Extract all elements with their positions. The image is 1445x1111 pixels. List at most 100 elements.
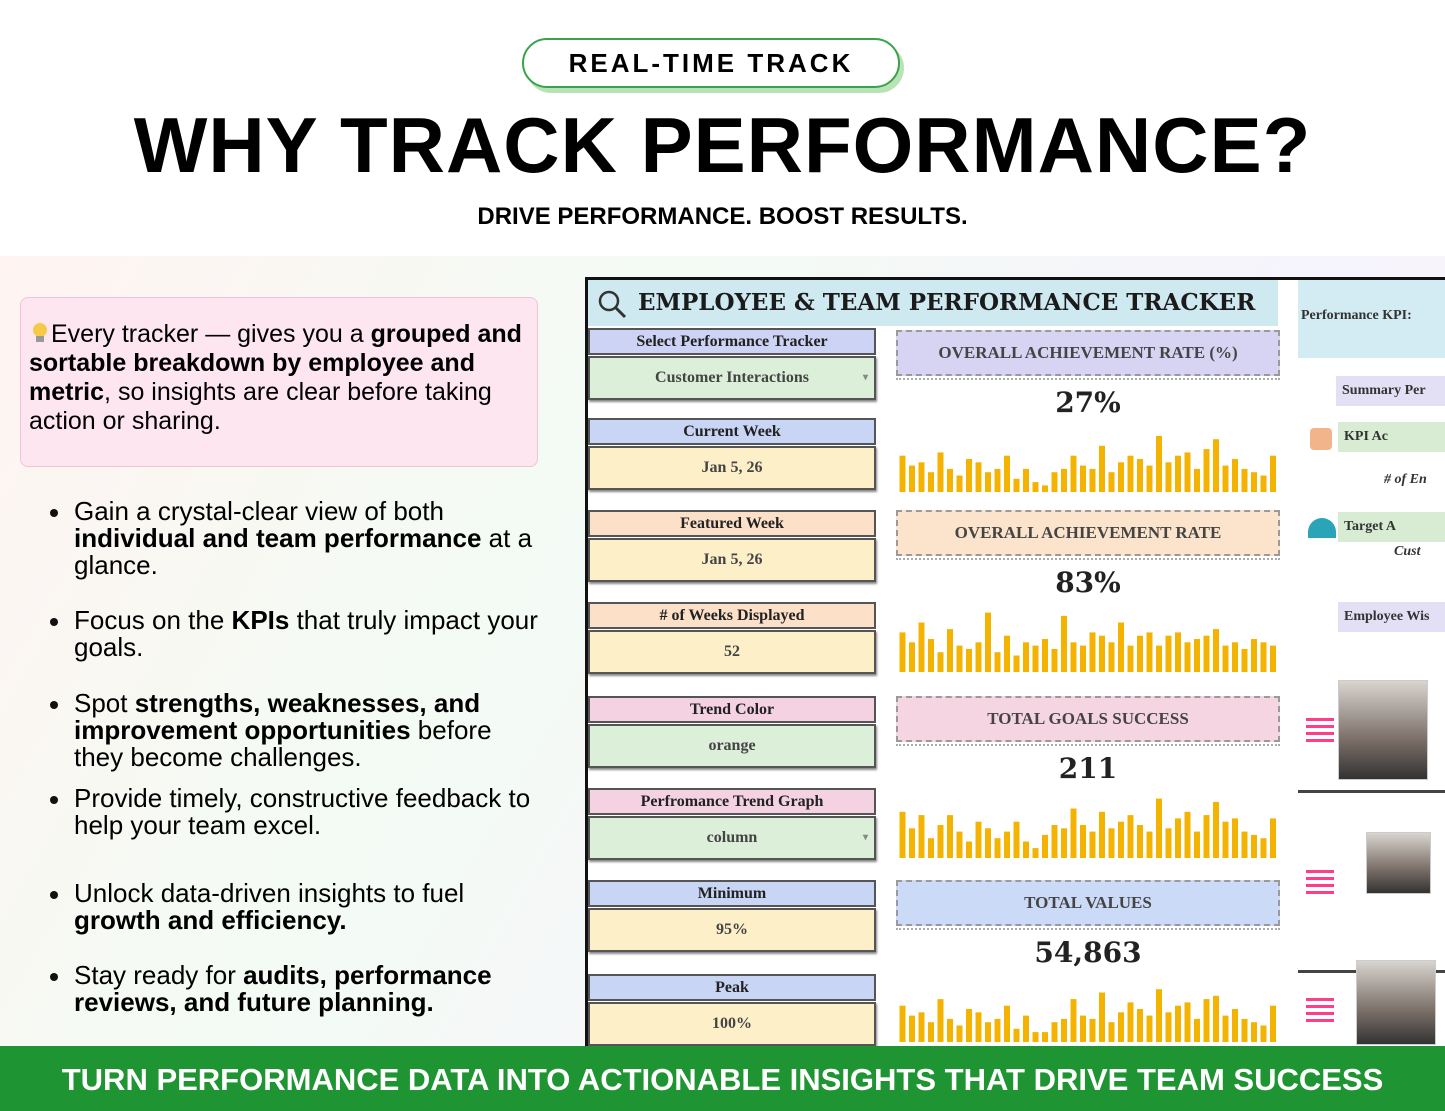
bar bbox=[1260, 475, 1267, 492]
bar bbox=[1165, 1012, 1172, 1042]
bar bbox=[1080, 1015, 1086, 1042]
bar bbox=[947, 815, 953, 858]
mini-chart bbox=[899, 989, 1276, 1042]
control-value[interactable]: Customer Interactions ▾ bbox=[588, 356, 876, 400]
text: Spot bbox=[74, 688, 135, 718]
bar bbox=[1108, 642, 1115, 672]
bar bbox=[918, 622, 925, 672]
bar bbox=[1118, 1012, 1124, 1042]
text: Stay ready for bbox=[74, 960, 244, 990]
bar bbox=[1146, 1015, 1153, 1042]
bar bbox=[899, 811, 906, 858]
bar bbox=[1061, 1018, 1067, 1042]
bar bbox=[1004, 831, 1010, 858]
bar bbox=[1222, 645, 1229, 672]
bar bbox=[1260, 838, 1267, 858]
bullet-item: Focus on the KPIs that truly impact your… bbox=[50, 607, 540, 661]
bar bbox=[1061, 828, 1067, 858]
bar bbox=[1042, 639, 1048, 672]
bar bbox=[1013, 478, 1020, 492]
card-header: TOTAL VALUES bbox=[896, 880, 1280, 926]
bar bbox=[1023, 468, 1029, 492]
bar bbox=[1099, 445, 1105, 492]
bar bbox=[909, 642, 915, 672]
bar bbox=[1042, 485, 1048, 492]
bullet-item: Spot strengths, weaknesses, and improvem… bbox=[50, 690, 540, 771]
bar bbox=[1127, 645, 1134, 672]
control-label: Select Performance Tracker bbox=[588, 328, 876, 355]
text: Unlock data-driven insights to fuel bbox=[74, 878, 465, 908]
bar bbox=[1156, 798, 1162, 858]
control-value: 100% bbox=[588, 1002, 876, 1046]
bar bbox=[994, 468, 1001, 492]
bar bbox=[1089, 632, 1096, 672]
bar bbox=[1013, 821, 1020, 858]
divider bbox=[1298, 790, 1445, 793]
bar bbox=[1042, 1032, 1048, 1042]
bar bbox=[1004, 1005, 1010, 1042]
bar bbox=[909, 828, 915, 858]
bar bbox=[1175, 818, 1181, 858]
text: at a glance. bbox=[74, 523, 533, 580]
bar bbox=[1156, 435, 1162, 492]
footer: TURN PERFORMANCE DATA INTO ACTIONABLE IN… bbox=[0, 1046, 1445, 1111]
bar bbox=[899, 1005, 906, 1042]
card-divider bbox=[896, 928, 1280, 930]
bar bbox=[1175, 1005, 1181, 1042]
bar bbox=[1146, 831, 1153, 858]
control-label: Peak bbox=[588, 974, 876, 1001]
bar bbox=[1146, 632, 1153, 672]
bar bbox=[1099, 992, 1105, 1042]
bar bbox=[956, 475, 963, 492]
bar bbox=[1175, 632, 1181, 672]
side-item: Cust bbox=[1394, 544, 1421, 559]
bar bbox=[1108, 828, 1115, 858]
list-icon bbox=[1306, 870, 1334, 898]
bar bbox=[1241, 648, 1248, 672]
bar bbox=[1260, 642, 1267, 672]
bar bbox=[928, 838, 934, 858]
bar bbox=[966, 648, 972, 672]
mini-chart bbox=[899, 435, 1276, 492]
bar bbox=[947, 1018, 953, 1042]
bar bbox=[1032, 1032, 1039, 1042]
bar bbox=[1070, 642, 1077, 672]
bar bbox=[966, 841, 972, 858]
bar bbox=[1184, 452, 1191, 492]
bar bbox=[1108, 472, 1115, 492]
bar bbox=[994, 1018, 1001, 1042]
control-value[interactable]: column ▾ bbox=[588, 816, 876, 860]
bar bbox=[1241, 468, 1248, 492]
bulb-icon bbox=[33, 323, 47, 342]
bullet-item: Unlock data-driven insights to fuel grow… bbox=[50, 880, 540, 934]
bar bbox=[1270, 818, 1276, 858]
side-header-box bbox=[1298, 280, 1445, 358]
bar bbox=[1232, 818, 1238, 858]
control-value: Jan 5, 26 bbox=[588, 538, 876, 582]
bar bbox=[1213, 801, 1219, 858]
bar bbox=[1251, 834, 1257, 858]
bar bbox=[1270, 645, 1276, 672]
control-value: Jan 5, 26 bbox=[588, 446, 876, 490]
bar bbox=[1146, 465, 1153, 492]
list-icon bbox=[1306, 718, 1334, 746]
bar bbox=[1089, 468, 1096, 492]
bar bbox=[1032, 848, 1039, 858]
bar bbox=[1051, 648, 1058, 672]
bar bbox=[1118, 462, 1124, 492]
bar bbox=[994, 838, 1001, 858]
card-value: 83% bbox=[1055, 566, 1121, 599]
bar bbox=[947, 629, 953, 672]
bar bbox=[928, 1022, 934, 1042]
control-label: Perfromance Trend Graph bbox=[588, 788, 876, 815]
text: , so insights are clear before taking ac… bbox=[29, 378, 492, 435]
card-value: 54,863 bbox=[1034, 936, 1142, 969]
bar bbox=[1051, 825, 1058, 858]
control-value: 95% bbox=[588, 908, 876, 952]
bullet-item: Stay ready for audits, performance revie… bbox=[50, 962, 540, 1016]
bar bbox=[1232, 642, 1238, 672]
bar bbox=[1213, 995, 1219, 1042]
bar bbox=[1118, 821, 1124, 858]
bar bbox=[918, 1012, 925, 1042]
control-label: Minimum bbox=[588, 880, 876, 907]
